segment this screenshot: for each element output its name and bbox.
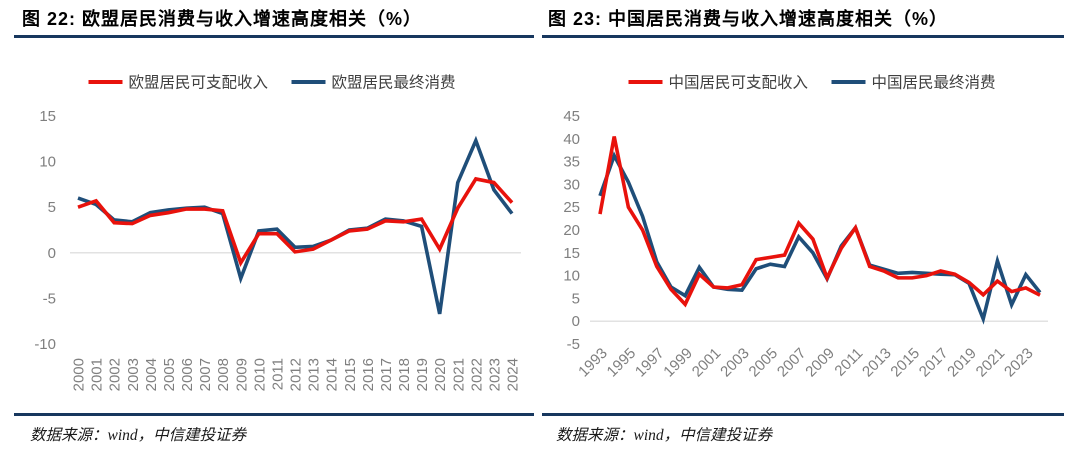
figure-22-source: 数据来源：wind，中信建投证券 (30, 427, 247, 444)
line-series-cn-final-consumption (598, 151, 1042, 325)
x-axis-tick-label: 2007 (197, 358, 214, 391)
x-axis-tick-label: 2023 (486, 358, 503, 391)
y-axis-tick-label: 5 (572, 290, 580, 307)
legend-label-eu-final-consumption: 欧盟居民最终消费 (332, 74, 456, 92)
figure-23-title: 图 23: 中国居民消费与收入增速高度相关（%） (548, 9, 949, 29)
x-axis-tick-label: 2012 (288, 358, 305, 391)
x-axis-tick-label: 2013 (306, 358, 323, 391)
y-axis-tick-label: 0 (48, 245, 56, 262)
x-axis-tick-label: 2021 (973, 345, 1009, 381)
x-axis-tick-label: 2009 (802, 345, 838, 381)
x-axis-tick-label: 2006 (179, 358, 196, 391)
line-series-eu-disposable-income (77, 176, 514, 267)
x-axis-tick-label: 2015 (887, 345, 923, 381)
x-axis-tick-label: 2003 (717, 345, 753, 381)
y-axis-tick-label: 35 (563, 154, 580, 171)
y-axis-tick-label: 25 (563, 199, 580, 216)
x-axis-tick-label: 2005 (746, 345, 782, 381)
legend-label-eu-disposable-income: 欧盟居民可支配收入 (129, 74, 269, 92)
y-axis-tick-label: 15 (39, 108, 56, 125)
legend-label-cn-disposable-income: 中国居民可支配收入 (669, 74, 809, 92)
x-axis-tick-label: 2019 (944, 345, 980, 381)
x-axis-tick-label: 2007 (774, 345, 810, 381)
y-axis-tick-label: 20 (563, 222, 580, 239)
x-axis-tick-label: 1995 (604, 345, 640, 381)
figure-22-bottom-rule (14, 413, 534, 416)
x-axis-tick-label: 2017 (916, 345, 952, 381)
y-axis-tick-label: 0 (572, 313, 580, 330)
x-axis-tick-label: 2022 (468, 358, 485, 391)
x-axis-tick-label: 2002 (107, 358, 124, 391)
y-axis-tick-label: -5 (567, 336, 580, 353)
x-axis-tick-label: 2024 (505, 358, 522, 391)
x-axis-tick-label: 2017 (378, 358, 395, 391)
x-axis-tick-label: 2014 (324, 358, 341, 391)
line-series-eu-final-consumption (77, 135, 514, 315)
x-axis-tick-label: 2020 (432, 358, 449, 391)
x-axis-tick-label: 2010 (251, 358, 268, 391)
figure-23: 图 23: 中国居民消费与收入增速高度相关（%） 45 40 35 30 25 20 15 1… (540, 0, 1080, 459)
y-axis-tick-label: 40 (563, 131, 580, 148)
y-axis-tick-label: 5 (48, 199, 56, 216)
x-axis-tick-label: 2021 (450, 358, 467, 391)
y-axis-tick-label: 30 (563, 176, 580, 193)
x-axis-tick-label: 2009 (233, 358, 250, 391)
figure-22-title: 图 22: 欧盟居民消费与收入增速高度相关（%） (22, 9, 423, 29)
x-axis-tick-label: 2001 (689, 345, 725, 381)
y-axis-tick-label: 45 (563, 108, 580, 125)
x-axis-tick-label: 2003 (125, 358, 142, 391)
y-axis-tick-label: -10 (34, 336, 56, 353)
x-axis-tick-label: 1999 (660, 345, 696, 381)
line-series-cn-disposable-income (598, 136, 1041, 308)
x-axis-tick-label: 2015 (342, 358, 359, 391)
china-income-consumption-line-chart: 454035302520151050-519931995199719992001… (563, 74, 1048, 381)
x-axis-tick-label: 2018 (396, 358, 413, 391)
y-axis-tick-label: -5 (43, 290, 56, 307)
figure-23-title-rule (542, 35, 1064, 38)
x-axis-tick-label: 2013 (859, 345, 895, 381)
y-axis-tick-label: 10 (39, 154, 56, 171)
figure-22: 图 22: 欧盟居民消费与收入增速高度相关（%） 15 10 5 0 -5 -10 2000… (14, 9, 534, 444)
figure-23-source: 数据来源：wind，中信建投证券 (556, 427, 773, 444)
x-axis-tick-label: 2008 (215, 358, 232, 391)
x-axis-tick-label: 2011 (269, 358, 286, 390)
x-axis-tick-label: 2000 (71, 358, 88, 391)
x-axis-tick-label: 2005 (161, 358, 178, 391)
x-axis-tick-label: 2001 (89, 358, 106, 391)
x-axis-tick-label: 1993 (575, 345, 611, 381)
x-axis-tick-label: 2016 (360, 358, 377, 391)
x-axis-tick-label: 2023 (1001, 345, 1037, 381)
x-axis-tick-label: 1997 (632, 345, 668, 381)
x-axis-tick-label: 2019 (414, 358, 431, 391)
x-axis-tick-label: 2004 (143, 358, 160, 391)
legend-label-cn-final-consumption: 中国居民最终消费 (872, 74, 996, 92)
x-axis-tick-label: 2011 (831, 345, 866, 380)
y-axis-tick-label: 15 (563, 245, 580, 262)
figure-23-bottom-rule (542, 413, 1064, 416)
y-axis-tick-label: 10 (563, 268, 580, 285)
figure-22-title-rule (14, 35, 534, 38)
